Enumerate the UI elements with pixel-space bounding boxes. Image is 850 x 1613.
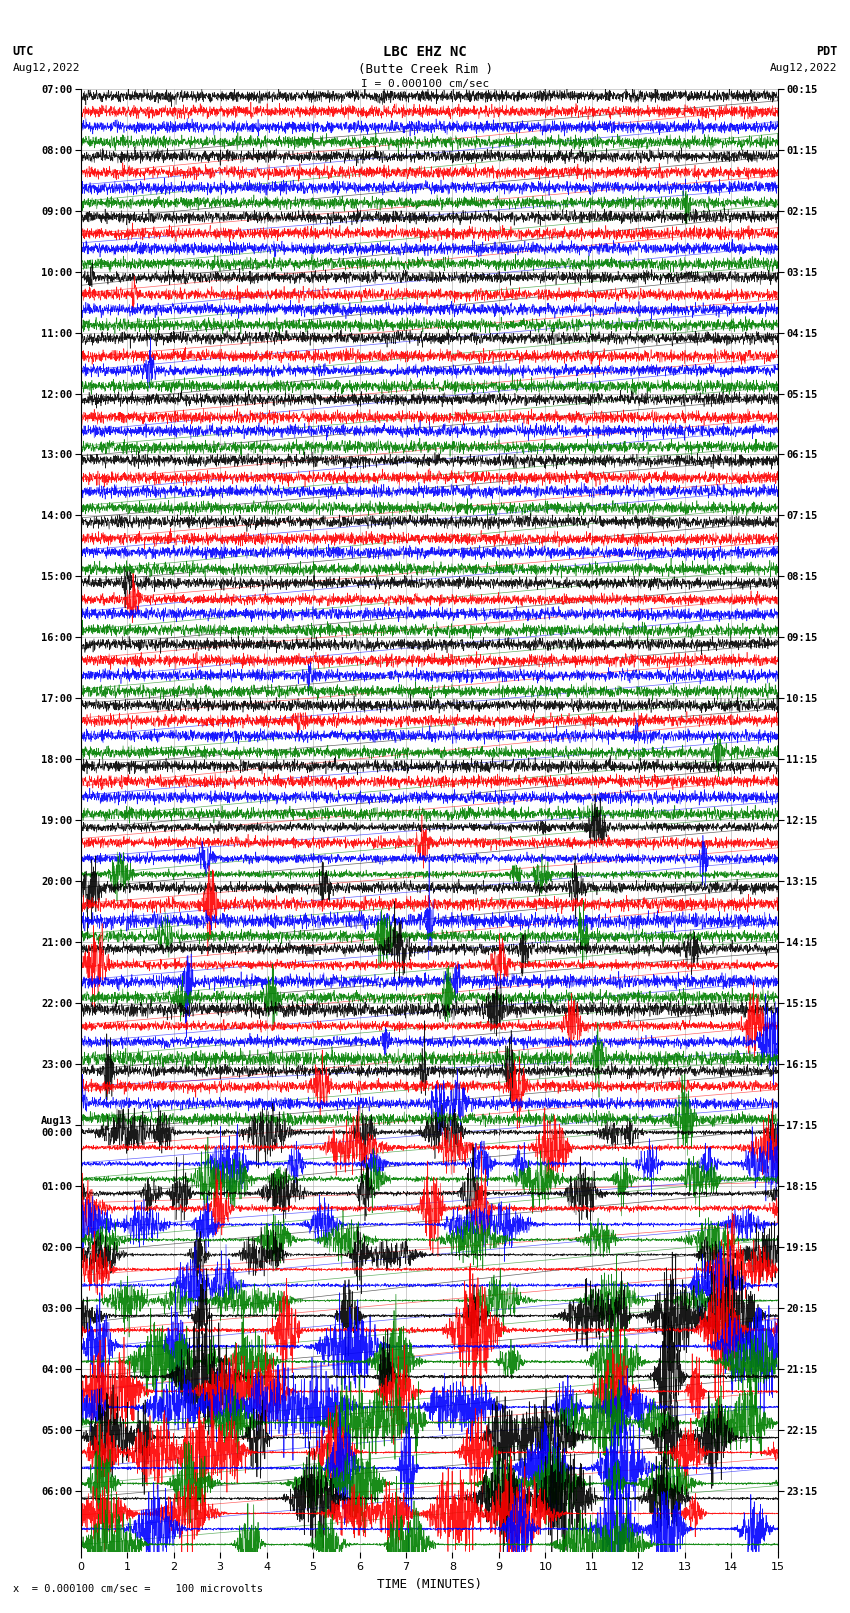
Text: (Butte Creek Rim ): (Butte Creek Rim ) xyxy=(358,63,492,76)
Text: PDT: PDT xyxy=(816,45,837,58)
Text: I = 0.000100 cm/sec: I = 0.000100 cm/sec xyxy=(361,79,489,89)
Text: Aug12,2022: Aug12,2022 xyxy=(13,63,80,73)
Text: Aug12,2022: Aug12,2022 xyxy=(770,63,837,73)
X-axis label: TIME (MINUTES): TIME (MINUTES) xyxy=(377,1578,482,1590)
Text: x  = 0.000100 cm/sec =    100 microvolts: x = 0.000100 cm/sec = 100 microvolts xyxy=(13,1584,263,1594)
Text: UTC: UTC xyxy=(13,45,34,58)
Text: LBC EHZ NC: LBC EHZ NC xyxy=(383,45,467,60)
